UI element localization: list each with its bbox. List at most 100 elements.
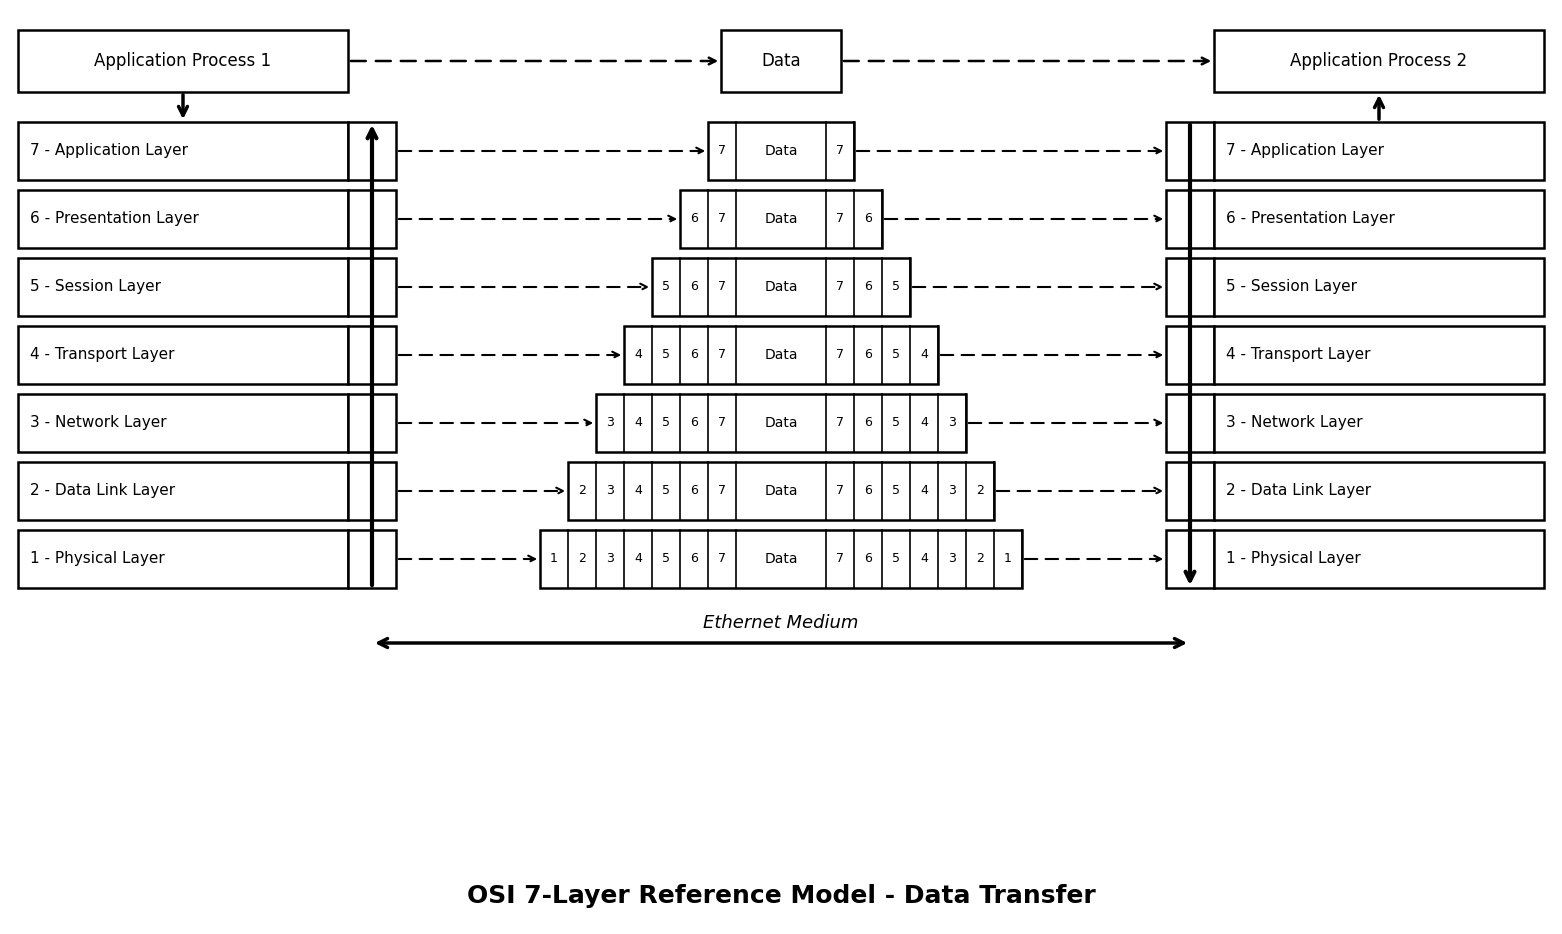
- Text: Application Process 1: Application Process 1: [94, 52, 272, 70]
- Text: 5: 5: [892, 553, 900, 565]
- Text: 1: 1: [550, 553, 558, 565]
- Bar: [19, 394, 348, 452]
- Text: 5: 5: [892, 280, 900, 293]
- Text: 6: 6: [690, 213, 698, 225]
- Text: 1: 1: [1004, 553, 1012, 565]
- Text: 5: 5: [662, 417, 670, 430]
- Bar: [1165, 258, 1214, 316]
- Bar: [19, 530, 348, 588]
- Bar: [540, 530, 1022, 588]
- Text: 7: 7: [719, 348, 726, 361]
- Text: 3: 3: [606, 553, 614, 565]
- Bar: [348, 394, 397, 452]
- Text: OSI 7-Layer Reference Model - Data Transfer: OSI 7-Layer Reference Model - Data Trans…: [467, 884, 1095, 908]
- Text: 7: 7: [719, 553, 726, 565]
- Text: 7: 7: [719, 280, 726, 293]
- Text: 7: 7: [719, 417, 726, 430]
- Bar: [19, 258, 348, 316]
- Bar: [1214, 30, 1543, 92]
- Text: Data: Data: [764, 416, 798, 430]
- Text: 3: 3: [606, 417, 614, 430]
- Bar: [19, 462, 348, 520]
- Text: 2: 2: [578, 485, 586, 498]
- Text: 5: 5: [662, 348, 670, 361]
- Bar: [679, 190, 883, 248]
- Bar: [623, 326, 939, 384]
- Bar: [651, 258, 911, 316]
- Text: 3: 3: [948, 485, 956, 498]
- Text: 7: 7: [719, 145, 726, 158]
- Text: 6: 6: [690, 553, 698, 565]
- Text: 7: 7: [836, 145, 843, 158]
- Text: 4: 4: [920, 417, 928, 430]
- Text: 7: 7: [836, 417, 843, 430]
- Text: Ethernet Medium: Ethernet Medium: [703, 614, 859, 632]
- Text: 3: 3: [948, 553, 956, 565]
- Bar: [708, 122, 854, 180]
- Text: 2: 2: [976, 553, 984, 565]
- Bar: [348, 122, 397, 180]
- Bar: [569, 462, 993, 520]
- Text: 5: 5: [892, 485, 900, 498]
- Text: 3: 3: [606, 485, 614, 498]
- Bar: [1165, 530, 1214, 588]
- Bar: [348, 258, 397, 316]
- Text: 2: 2: [976, 485, 984, 498]
- Bar: [348, 530, 397, 588]
- Text: 4: 4: [920, 348, 928, 361]
- Text: 6: 6: [864, 280, 872, 293]
- Text: 7: 7: [836, 280, 843, 293]
- Bar: [722, 30, 840, 92]
- Text: 7 - Application Layer: 7 - Application Layer: [1226, 144, 1384, 159]
- Bar: [19, 190, 348, 248]
- Bar: [19, 30, 348, 92]
- Text: 3 - Network Layer: 3 - Network Layer: [30, 416, 167, 431]
- Text: 6: 6: [864, 553, 872, 565]
- Text: Data: Data: [764, 552, 798, 566]
- Bar: [1214, 258, 1543, 316]
- Bar: [1214, 122, 1543, 180]
- Bar: [1165, 122, 1214, 180]
- Text: 6: 6: [690, 417, 698, 430]
- Text: 3 - Network Layer: 3 - Network Layer: [1226, 416, 1362, 431]
- Bar: [1165, 326, 1214, 384]
- Text: Application Process 2: Application Process 2: [1290, 52, 1468, 70]
- Text: 4 - Transport Layer: 4 - Transport Layer: [1226, 347, 1370, 362]
- Text: 6 - Presentation Layer: 6 - Presentation Layer: [1226, 211, 1395, 227]
- Text: 7 - Application Layer: 7 - Application Layer: [30, 144, 187, 159]
- Text: 2 - Data Link Layer: 2 - Data Link Layer: [1226, 484, 1371, 499]
- Text: 7: 7: [836, 485, 843, 498]
- Text: 5: 5: [892, 417, 900, 430]
- Text: 6: 6: [864, 213, 872, 225]
- Text: Data: Data: [764, 484, 798, 498]
- Bar: [1165, 394, 1214, 452]
- Bar: [1214, 394, 1543, 452]
- Text: 5: 5: [662, 280, 670, 293]
- Text: 6: 6: [864, 417, 872, 430]
- Text: Data: Data: [764, 280, 798, 294]
- Bar: [348, 326, 397, 384]
- Text: 4: 4: [920, 553, 928, 565]
- Text: 2: 2: [578, 553, 586, 565]
- Text: 3: 3: [948, 417, 956, 430]
- Bar: [1214, 190, 1543, 248]
- Text: 1 - Physical Layer: 1 - Physical Layer: [1226, 551, 1361, 567]
- Text: 5 - Session Layer: 5 - Session Layer: [30, 279, 161, 294]
- Text: 4: 4: [634, 485, 642, 498]
- Text: 7: 7: [719, 485, 726, 498]
- Text: 5: 5: [662, 485, 670, 498]
- Text: 7: 7: [836, 348, 843, 361]
- Bar: [348, 462, 397, 520]
- Bar: [597, 394, 965, 452]
- Text: 5: 5: [892, 348, 900, 361]
- Text: 7: 7: [719, 213, 726, 225]
- Text: 7: 7: [836, 213, 843, 225]
- Bar: [348, 190, 397, 248]
- Text: 2 - Data Link Layer: 2 - Data Link Layer: [30, 484, 175, 499]
- Bar: [1165, 190, 1214, 248]
- Text: 4: 4: [634, 348, 642, 361]
- Bar: [19, 122, 348, 180]
- Text: 4: 4: [920, 485, 928, 498]
- Text: Data: Data: [764, 348, 798, 362]
- Text: 4: 4: [634, 417, 642, 430]
